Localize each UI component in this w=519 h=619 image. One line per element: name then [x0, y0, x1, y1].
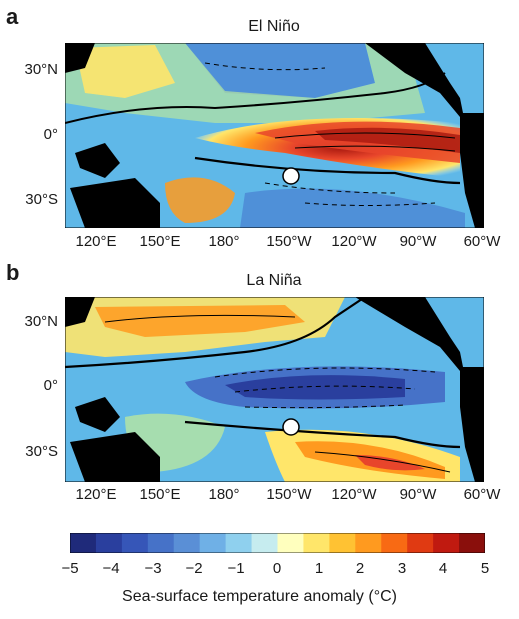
colorbar-title: Sea-surface temperature anomaly (°C)	[122, 588, 397, 605]
colorbar-cell	[147, 533, 175, 553]
panel-a-lon-150e: 150°E	[139, 233, 181, 250]
colorbar-tick-3: 3	[397, 560, 407, 577]
la-nina-map	[65, 297, 484, 482]
panel-b-letter: b	[6, 260, 20, 285]
panel-b-lon-180: 180°	[208, 486, 240, 503]
colorbar-tick-m4: −4	[102, 560, 120, 577]
colorbar-cell	[199, 533, 227, 553]
panel-a-lat-0: 0°	[43, 126, 58, 143]
panel-a-lon-90w: 90°W	[399, 233, 437, 250]
la-nina-marker	[282, 418, 300, 436]
colorbar-cell	[407, 533, 434, 553]
colorbar-cell	[121, 533, 149, 553]
colorbar-cell	[381, 533, 408, 553]
panel-a-lon-60w: 60°W	[463, 233, 501, 250]
colorbar-cell	[459, 533, 485, 553]
colorbar-cell	[251, 533, 278, 553]
panel-a-letter: a	[6, 4, 19, 29]
panel-b-title: La Niña	[246, 272, 302, 289]
colorbar-cell	[329, 533, 356, 553]
panel-a-lon-180: 180°	[208, 233, 240, 250]
panel-a-lat-30n: 30°N	[24, 61, 58, 78]
el-nino-map	[65, 43, 484, 228]
colorbar-cell	[173, 533, 201, 553]
colorbar-cell	[225, 533, 253, 553]
colorbar-tick-4: 4	[438, 560, 448, 577]
colorbar-tick-5: 5	[480, 560, 490, 577]
panel-a-lon-150w: 150°W	[266, 233, 312, 250]
panel-a-lat-30s: 30°S	[25, 191, 58, 208]
colorbar	[70, 533, 485, 553]
panel-a-lon-120e: 120°E	[75, 233, 117, 250]
panel-a-title: El Niño	[248, 18, 300, 35]
el-nino-marker	[282, 167, 300, 185]
colorbar-cell	[433, 533, 460, 553]
panel-b-lat-0: 0°	[43, 377, 58, 394]
colorbar-tick-m5: −5	[61, 560, 79, 577]
colorbar-cell	[355, 533, 382, 553]
panel-b-lon-120w: 120°W	[331, 486, 377, 503]
colorbar-tick-2: 2	[355, 560, 365, 577]
panel-b-lat-30s: 30°S	[25, 443, 58, 460]
colorbar-cell	[95, 533, 123, 553]
panel-b-lon-150w: 150°W	[266, 486, 312, 503]
panel-b-lon-120e: 120°E	[75, 486, 117, 503]
panel-b-lon-90w: 90°W	[399, 486, 437, 503]
panel-b-lat-30n: 30°N	[24, 313, 58, 330]
colorbar-tick-m1: −1	[227, 560, 245, 577]
colorbar-tick-1: 1	[314, 560, 324, 577]
colorbar-cell	[303, 533, 330, 553]
panel-a-lon-120w: 120°W	[331, 233, 377, 250]
colorbar-tick-m2: −2	[185, 560, 203, 577]
panel-b-lon-150e: 150°E	[139, 486, 181, 503]
colorbar-tick-m3: −3	[144, 560, 162, 577]
colorbar-cell	[277, 533, 304, 553]
panel-b-lon-60w: 60°W	[463, 486, 501, 503]
colorbar-tick-0: 0	[272, 560, 282, 577]
colorbar-cell	[70, 533, 97, 553]
